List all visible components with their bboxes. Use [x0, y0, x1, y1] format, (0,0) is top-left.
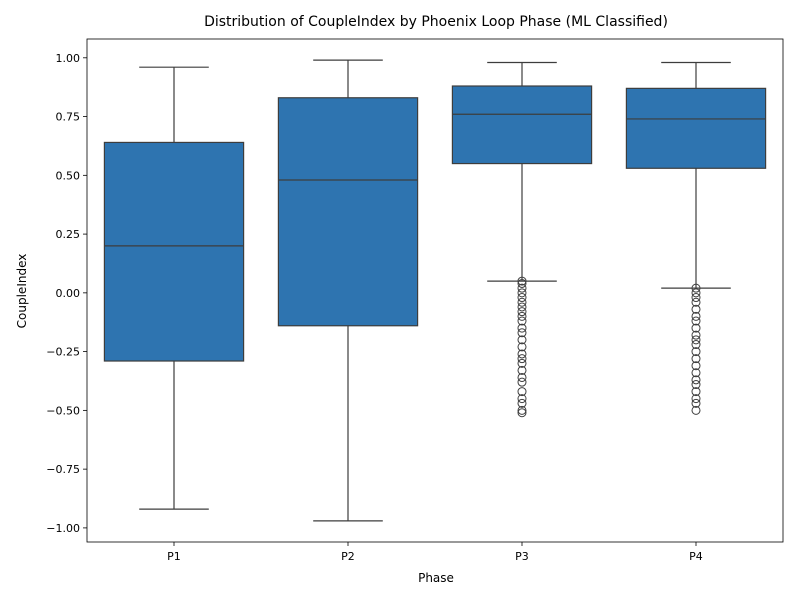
outlier-point-p3 [517, 358, 527, 368]
outlier-point-p3 [517, 283, 527, 293]
box-p4 [625, 87, 767, 169]
outlier-point-p4 [691, 405, 701, 415]
outlier-point-p3 [517, 354, 527, 364]
outlier-point-p4 [691, 311, 701, 321]
x-axis: P1 P2 P3 P4 [167, 542, 703, 563]
y-tick-label: −0.75 [46, 463, 80, 476]
outlier-point-p3 [517, 387, 527, 397]
outlier-point-p4 [691, 394, 701, 404]
outlier-point-p3 [517, 372, 527, 382]
box-p1 [103, 141, 245, 362]
outlier-point-p4 [691, 297, 701, 307]
outlier-point-p3 [517, 302, 527, 312]
x-axis-label: Phase [418, 571, 454, 585]
outlier-point-p3 [517, 342, 527, 352]
outlier-point-p4 [691, 347, 701, 357]
y-tick-label: −1.00 [46, 522, 80, 535]
chart-title: Distribution of CoupleIndex by Phoenix L… [204, 14, 668, 30]
outlier-point-p4 [691, 323, 701, 333]
outlier-point-p4 [691, 380, 701, 390]
outlier-point-p4 [691, 335, 701, 345]
box-p2 [277, 97, 419, 327]
outlier-point-p3 [517, 377, 527, 387]
box-p3 [451, 85, 593, 165]
outlier-point-p3 [517, 293, 527, 303]
plot-frame [86, 38, 784, 543]
outlier-point-p4 [691, 340, 701, 350]
outlier-point-p3 [517, 297, 527, 307]
y-tick-label: 0.00 [56, 287, 81, 300]
box-group-p3 [451, 61, 593, 418]
outlier-point-p3 [517, 307, 527, 317]
box-group-p4 [625, 61, 767, 415]
outlier-point-p3 [517, 408, 527, 418]
plot-area [103, 59, 767, 522]
y-axis-label: CoupleIndex [15, 254, 29, 329]
outlier-point-p3 [517, 328, 527, 338]
outlier-point-p3 [517, 278, 527, 288]
x-tick-label-p3: P3 [515, 550, 529, 563]
y-axis: −1.00 −0.75 −0.50 −0.25 0.00 0.25 0.50 0.75 1.00 [46, 52, 87, 535]
box-group-p1 [103, 66, 245, 510]
outlier-point-p4 [691, 283, 701, 293]
y-tick-label: 0.50 [56, 169, 81, 182]
x-tick-label-p1: P1 [167, 550, 181, 563]
outlier-point-p3 [517, 316, 527, 326]
y-tick-label: 0.25 [56, 228, 81, 241]
y-tick-label: −0.25 [46, 346, 80, 359]
outlier-point-p4 [691, 361, 701, 371]
outlier-point-p3 [517, 311, 527, 321]
y-tick-label: 1.00 [56, 52, 81, 65]
outlier-point-p4 [691, 354, 701, 364]
outlier-point-p4 [691, 293, 701, 303]
outlier-point-p4 [691, 330, 701, 340]
outlier-point-p3 [517, 394, 527, 404]
outlier-point-p3 [517, 276, 527, 286]
outlier-point-p3 [517, 349, 527, 359]
outlier-point-p4 [691, 316, 701, 326]
outlier-point-p4 [691, 288, 701, 298]
outlier-point-p3 [517, 288, 527, 298]
y-tick-label: 0.75 [56, 111, 81, 124]
x-tick-label-p4: P4 [689, 550, 703, 563]
outlier-point-p3 [517, 323, 527, 333]
outlier-point-p4 [691, 398, 701, 408]
outlier-point-p4 [691, 368, 701, 378]
box-group-p2 [277, 59, 419, 522]
outlier-point-p3 [517, 398, 527, 408]
outlier-point-p4 [691, 375, 701, 385]
outlier-point-p3 [517, 365, 527, 375]
y-tick-label: −0.50 [46, 404, 80, 417]
x-tick-label-p2: P2 [341, 550, 355, 563]
outlier-point-p3 [517, 335, 527, 345]
outlier-point-p3 [517, 405, 527, 415]
outlier-point-p4 [691, 304, 701, 314]
outlier-point-p4 [691, 387, 701, 397]
